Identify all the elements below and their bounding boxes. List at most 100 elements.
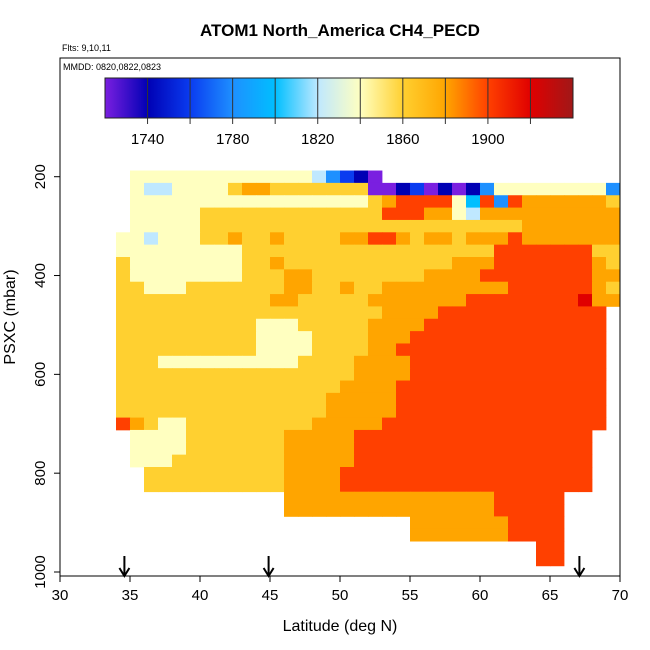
heatmap-cell [368,232,383,246]
heatmap-cell [340,442,355,456]
heatmap-cell [438,392,453,406]
heatmap-cell [326,429,341,443]
heatmap-cell [494,182,509,196]
heatmap-cell [242,417,257,431]
heatmap-cell [522,331,537,344]
x-tick-label: 70 [612,587,629,604]
heatmap-cell [214,269,229,283]
heatmap-cell [438,343,453,357]
heatmap-cell [508,207,523,221]
heatmap-cell [130,244,145,258]
heatmap-cell [480,429,495,443]
heatmap-cell [214,244,229,258]
heatmap-cell [312,207,327,221]
heatmap-cell [564,442,579,456]
heatmap-cell [536,257,551,270]
heatmap-cell [144,392,159,406]
heatmap-cell [200,343,215,357]
heatmap-cell [186,454,201,468]
heatmap-cell [256,405,271,418]
heatmap-cell [130,306,145,320]
heatmap-cell [298,429,313,443]
heatmap-cell [326,380,341,394]
heatmap-cell [382,504,397,517]
heatmap-cell [158,417,173,431]
heatmap-cell [256,182,271,196]
heatmap-cell [550,429,565,443]
heatmap-cell [508,417,523,431]
heatmap-cell [200,219,215,233]
heatmap-cell [186,442,201,456]
heatmap-cell [368,306,383,320]
heatmap-cell [466,207,481,221]
heatmap-cell [410,269,425,283]
heatmap-cell [200,442,215,456]
heatmap-cell [214,318,229,332]
heatmap-cell [592,232,607,246]
heatmap-cell [452,528,467,542]
heatmap-cell [564,207,579,221]
heatmap-cell [130,232,145,246]
heatmap-cell [396,331,411,344]
heatmap-cell [228,380,243,394]
heatmap-cell [550,380,565,394]
heatmap-cell [242,380,257,394]
heatmap-cell [382,491,397,505]
heatmap-cell [522,318,537,332]
heatmap-cell [242,257,257,270]
heatmap-cell [480,195,495,208]
heatmap-cell [522,417,537,431]
heatmap-cell [396,417,411,431]
colorbar-tick-label: 1820 [301,131,334,148]
heatmap-cell [452,504,467,517]
heatmap-cell [242,405,257,418]
heatmap-cell [242,318,257,332]
heatmap-cell [144,467,159,480]
heatmap-cell [256,467,271,480]
heatmap-cell [186,343,201,357]
heatmap-cell [312,182,327,196]
heatmap-cell [438,405,453,418]
heatmap-cell [438,244,453,258]
heatmap-cell [228,331,243,344]
heatmap-cell [508,528,523,542]
heatmap-cell [508,195,523,208]
heatmap-cell [410,343,425,357]
heatmap-cells [116,170,621,567]
heatmap-cell [382,207,397,221]
heatmap-cell [214,417,229,431]
heatmap-cell [396,368,411,381]
heatmap-cell [396,232,411,246]
heatmap-cell [494,195,509,208]
heatmap-cell [312,429,327,443]
heatmap-cell [578,269,593,283]
heatmap-cell [564,306,579,320]
heatmap-cell [256,232,271,246]
heatmap-cell [284,281,299,295]
heatmap-cell [116,257,131,270]
heatmap-cell [410,405,425,418]
heatmap-cell [466,454,481,468]
heatmap-cell [200,257,215,270]
heatmap-cell [550,343,565,357]
heatmap-cell [144,294,159,307]
heatmap-cell [312,355,327,369]
heatmap-cell [480,442,495,456]
heatmap-cell [172,454,187,468]
heatmap-cell [368,331,383,344]
colorbar-frame [104,77,574,119]
heatmap-cell [228,442,243,456]
heatmap-cell [508,182,523,196]
heatmap-cell [424,491,439,505]
heatmap-cell [186,195,201,208]
heatmap-cell [242,454,257,468]
heatmap-cell [466,491,481,505]
heatmap-cell [256,294,271,307]
heatmap-cell [144,195,159,208]
heatmap-cell [270,195,285,208]
heatmap-cell [368,467,383,480]
heatmap-cell [298,380,313,394]
heatmap-cell [354,306,369,320]
heatmap-cell [354,417,369,431]
